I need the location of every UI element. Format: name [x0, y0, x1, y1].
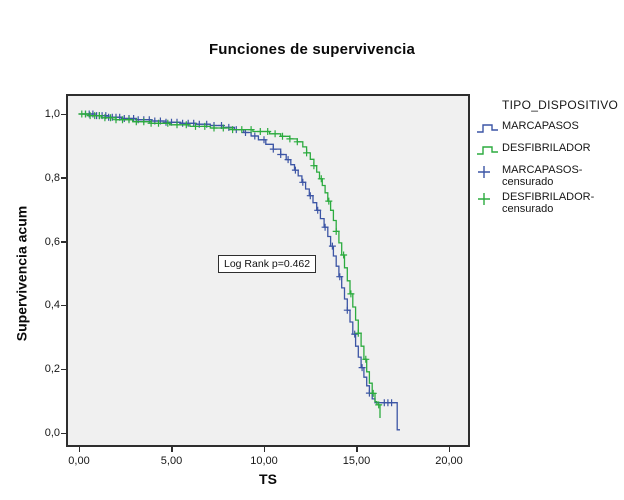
censored-mark-marcapasos [314, 206, 322, 214]
plus-mark-icon [476, 191, 502, 211]
censored-mark-marcapasos [260, 136, 268, 144]
y-tick-label: 0,0 [44, 427, 60, 439]
y-axis-title: Supervivencia acum [13, 205, 30, 342]
x-tick-label: 15,00 [342, 455, 371, 467]
censored-mark-marcapasos [351, 330, 359, 338]
y-axis-tick [61, 177, 66, 179]
legend-item-desfibrilador: DESFIBRILADOR [476, 142, 624, 161]
censored-mark-marcapasos [358, 364, 366, 372]
censored-mark-marcapasos [299, 178, 307, 186]
censored-mark-desfibrilador [140, 118, 148, 126]
censored-mark-desfibrilador [173, 121, 181, 129]
x-axis-tick [78, 447, 80, 452]
censored-mark-desfibrilador [210, 124, 218, 132]
censored-mark-desfibrilador [325, 197, 333, 205]
censored-mark-desfibrilador [279, 132, 286, 140]
step-line-icon [476, 142, 502, 161]
legend-item-marcapasos-censurado: MARCAPASOS-censurado [476, 164, 624, 188]
censored-mark-marcapasos [251, 132, 259, 140]
censored-mark-desfibrilador [347, 290, 355, 298]
censored-mark-desfibrilador [182, 121, 190, 129]
censored-mark-desfibrilador [247, 126, 255, 134]
censored-mark-desfibrilador [82, 110, 89, 118]
legend: TIPO_DISPOSITIVO MARCAPASOS DESFIBRILADO… [476, 98, 624, 218]
x-axis-tick [356, 447, 358, 452]
censored-mark-desfibrilador [192, 122, 199, 130]
x-axis-tick [171, 447, 173, 452]
censored-mark-desfibrilador [229, 126, 237, 134]
censored-mark-marcapasos [277, 151, 285, 158]
censored-mark-desfibrilador [147, 119, 155, 127]
legend-title: TIPO_DISPOSITIVO [502, 98, 619, 112]
legend-item-label: MARCAPASOS-censurado [502, 164, 583, 188]
censored-mark-desfibrilador [201, 122, 209, 130]
censored-mark-desfibrilador [354, 329, 362, 337]
x-tick-label: 20,00 [435, 455, 463, 467]
x-tick-label: 10,00 [250, 455, 278, 467]
y-axis-tick [61, 368, 66, 371]
plot-area [66, 94, 470, 447]
censored-mark-desfibrilador [317, 175, 325, 183]
y-tick-label: 1,0 [44, 108, 60, 120]
x-axis-tick [448, 447, 450, 452]
censored-mark-marcapasos [343, 306, 351, 314]
legend-item-label: DESFIBRILADOR-censurado [502, 191, 595, 215]
censored-mark-marcapasos [388, 399, 396, 407]
x-tick-label: 0,00 [68, 455, 90, 467]
censored-mark-marcapasos [321, 223, 329, 231]
legend-item-desfibrilador-censurado: DESFIBRILADOR-censurado [476, 191, 624, 215]
censored-mark-desfibrilador [132, 118, 140, 126]
censored-mark-desfibrilador [271, 130, 279, 138]
censored-mark-desfibrilador [264, 128, 272, 135]
step-line-icon [476, 120, 502, 139]
y-tick-label: 0,8 [44, 171, 60, 184]
y-tick-label: 0,2 [44, 363, 60, 376]
x-axis-title: TS [259, 471, 277, 487]
censored-mark-desfibrilador [95, 112, 103, 120]
censored-mark-desfibrilador [340, 251, 348, 259]
legend-item-label: MARCAPASOS [502, 120, 579, 132]
censored-mark-marcapasos [306, 192, 314, 200]
censored-mark-desfibrilador [107, 114, 114, 122]
y-axis-tick [61, 432, 66, 434]
y-axis-tick [61, 304, 66, 307]
censored-mark-desfibrilador [293, 138, 301, 146]
legend-item-marcapasos: MARCAPASOS [476, 120, 624, 139]
chart-title: Funciones de supervivencia [208, 41, 416, 58]
censored-mark-desfibrilador [238, 126, 246, 134]
legend-item-label: DESFIBRILADOR [502, 142, 591, 154]
y-axis-tick [61, 241, 66, 243]
y-tick-label: 0,4 [44, 299, 60, 312]
survival-curve-desfibrilador [79, 113, 381, 418]
censored-mark-marcapasos [284, 156, 292, 164]
censored-mark-desfibrilador [332, 227, 340, 235]
censored-mark-desfibrilador [125, 116, 133, 124]
x-axis-tick [263, 447, 265, 452]
y-tick-label: 0,6 [44, 235, 60, 248]
censored-mark-desfibrilador [256, 128, 264, 135]
censored-mark-desfibrilador [155, 119, 162, 127]
censored-mark-desfibrilador [369, 389, 377, 397]
censored-mark-desfibrilador [119, 116, 126, 124]
censored-mark-desfibrilador [219, 124, 227, 132]
y-axis-tick [61, 113, 66, 115]
censored-mark-desfibrilador [164, 119, 172, 127]
censored-mark-desfibrilador [112, 116, 120, 124]
survival-curves-canvas [78, 110, 400, 431]
censored-mark-desfibrilador [375, 401, 383, 409]
censored-mark-marcapasos [291, 166, 299, 174]
censored-mark-desfibrilador [362, 355, 370, 363]
log-rank-annotation: Log Rank p=0.462 [218, 255, 317, 273]
censored-mark-desfibrilador [303, 149, 311, 157]
censored-mark-marcapasos [336, 273, 344, 281]
plus-mark-icon [476, 164, 502, 184]
censored-mark-marcapasos [328, 242, 336, 250]
censored-mark-marcapasos [269, 145, 277, 153]
censored-mark-desfibrilador [310, 162, 318, 170]
censored-mark-desfibrilador [286, 135, 294, 143]
x-tick-label: 5,00 [160, 455, 183, 467]
